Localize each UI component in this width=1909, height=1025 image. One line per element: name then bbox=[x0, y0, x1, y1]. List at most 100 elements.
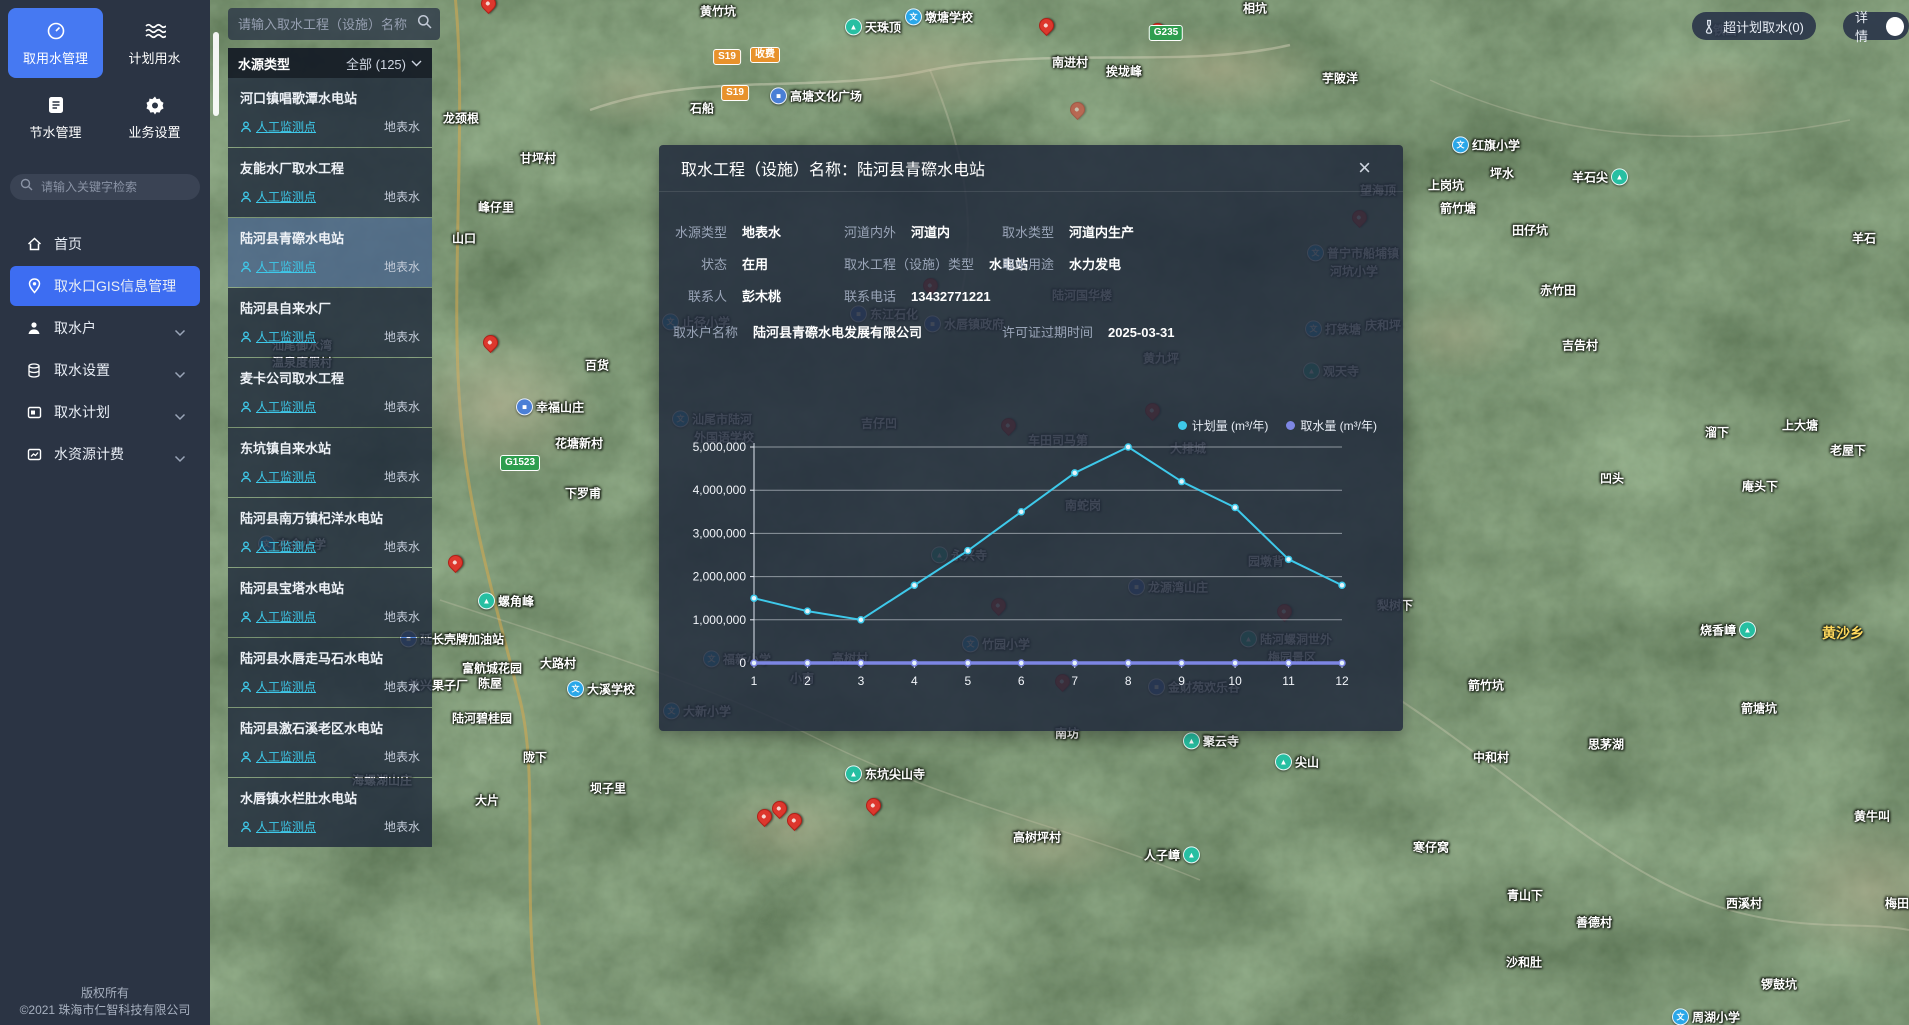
app-tile-water-saving[interactable]: 节水管理 bbox=[8, 82, 103, 152]
svg-text:3: 3 bbox=[858, 674, 865, 688]
map-label: 百货 bbox=[585, 358, 610, 373]
monitor-type-link[interactable]: 人工监测点 bbox=[240, 328, 316, 345]
map-label: 沙和肚 bbox=[1506, 955, 1543, 970]
station-name: 东坑镇自来水站 bbox=[240, 441, 332, 456]
monitor-type-link[interactable]: 人工监测点 bbox=[240, 748, 316, 765]
gauge-icon bbox=[46, 20, 66, 42]
station-list-item[interactable]: 陆河县宝塔水电站 人工监测点 地表水 bbox=[228, 568, 432, 637]
map-pin[interactable] bbox=[479, 331, 502, 354]
map-label: 坪水 bbox=[1490, 166, 1515, 181]
water-type: 地表水 bbox=[383, 330, 420, 344]
station-list-item[interactable]: 陆河县自来水厂 人工监测点 地表水 bbox=[228, 288, 432, 357]
station-list-item[interactable]: 水唇镇水栏肚水电站 人工监测点 地表水 bbox=[228, 778, 432, 847]
monitor-type-link[interactable]: 人工监测点 bbox=[240, 398, 316, 415]
sidebar-item-label: 取水计划 bbox=[54, 404, 110, 420]
map-label: ■ 高塘文化广场 bbox=[770, 87, 862, 106]
map-label: 人子嶂 ▲ bbox=[1144, 846, 1201, 865]
sidebar-item-gis[interactable]: 取水口GIS信息管理 bbox=[10, 266, 200, 306]
poi-icon: ▲ bbox=[1275, 753, 1292, 771]
water-type: 地表水 bbox=[383, 260, 420, 274]
poi-icon: 文 bbox=[1452, 136, 1469, 154]
monitor-type-link[interactable]: 人工监测点 bbox=[240, 468, 316, 485]
filter-dropdown[interactable]: 全部 (125) bbox=[346, 54, 422, 73]
station-list: 河口镇唱歌潭水电站 人工监测点 地表水 友能水厂取水工程 人工监测点 地表水 陆河县青磜水电… bbox=[228, 78, 432, 848]
legend-item[interactable]: 计划量 (m³/年) bbox=[1177, 417, 1268, 434]
road-line bbox=[453, 0, 541, 1025]
station-name: 陆河县自来水厂 bbox=[240, 301, 332, 316]
map-label: 中和村 bbox=[1473, 750, 1510, 765]
detail-toggle[interactable]: 详情 bbox=[1843, 10, 1909, 44]
app-switcher: 取用水管理 计划用水 节水管理 业务设置 bbox=[0, 0, 210, 160]
monitor-type-link[interactable]: 人工监测点 bbox=[240, 608, 316, 625]
poi-icon: ▲ bbox=[1183, 846, 1201, 864]
water-type: 地表水 bbox=[383, 470, 420, 484]
sidebar-item-water-users[interactable]: 取水户 bbox=[10, 308, 200, 348]
sidebar: 取用水管理 计划用水 节水管理 业务设置 bbox=[0, 0, 210, 1025]
map-label: 箭竹塘 bbox=[1440, 201, 1477, 216]
filter-value: 全部 (125) bbox=[346, 56, 406, 72]
chart-icon bbox=[26, 446, 42, 462]
station-name: 陆河县激石溪老区水电站 bbox=[240, 721, 384, 736]
app-tile-planned-water[interactable]: 计划用水 bbox=[107, 8, 202, 78]
over-plan-intake-button[interactable]: 超计划取水(0) bbox=[1692, 12, 1816, 40]
chevron-down-icon bbox=[174, 366, 186, 382]
sidebar-item-label: 取水口GIS信息管理 bbox=[54, 278, 177, 294]
station-search[interactable] bbox=[228, 8, 440, 40]
station-list-item[interactable]: 陆河县激石溪老区水电站 人工监测点 地表水 bbox=[228, 708, 432, 777]
monitor-type-link[interactable]: 人工监测点 bbox=[240, 678, 316, 695]
map-pin[interactable] bbox=[477, 0, 500, 15]
station-list-item[interactable]: 陆河县水唇走马石水电站 人工监测点 地表水 bbox=[228, 638, 432, 707]
map-pin[interactable] bbox=[444, 551, 467, 574]
station-list-item[interactable]: 陆河县青磜水电站 人工监测点 地表水 bbox=[228, 218, 432, 287]
map-label: 箭竹坑 bbox=[1468, 678, 1505, 693]
station-name: 陆河县青磜水电站 bbox=[240, 231, 345, 246]
map-label: 甘坪村 bbox=[520, 151, 557, 166]
monitor-type-link[interactable]: 人工监测点 bbox=[240, 118, 316, 135]
monitor-type-link[interactable]: 人工监测点 bbox=[240, 188, 316, 205]
sidebar-menu: 首页 取水口GIS信息管理 取水户 bbox=[0, 224, 210, 474]
map-label: 善德村 bbox=[1576, 915, 1613, 930]
water-type: 地表水 bbox=[383, 190, 420, 204]
map-label: 梅田村 bbox=[1885, 896, 1909, 911]
toggle-knob[interactable] bbox=[1885, 16, 1904, 36]
station-list-item[interactable]: 麦卡公司取水工程 人工监测点 地表水 bbox=[228, 358, 432, 427]
map-label: ▲ 尖山 bbox=[1275, 753, 1319, 772]
water-type: 地表水 bbox=[383, 610, 420, 624]
legend-item[interactable]: 取水量 (m³/年) bbox=[1286, 417, 1377, 434]
monitor-type-link[interactable]: 人工监测点 bbox=[240, 258, 316, 275]
map-label: 大路村 bbox=[540, 656, 577, 671]
app-tile-label: 计划用水 bbox=[128, 50, 181, 66]
app-tile-settings[interactable]: 业务设置 bbox=[107, 82, 202, 152]
close-icon[interactable]: × bbox=[1358, 155, 1371, 180]
station-search-input[interactable] bbox=[236, 15, 417, 33]
list-scrollbar[interactable] bbox=[213, 32, 219, 116]
sidebar-item-intake-settings[interactable]: 取水设置 bbox=[10, 350, 200, 390]
sidebar-item-home[interactable]: 首页 bbox=[10, 224, 200, 264]
sidebar-item-label: 取水设置 bbox=[54, 362, 110, 378]
map-pin[interactable] bbox=[862, 794, 885, 817]
detail-toggle-label: 详情 bbox=[1855, 10, 1869, 44]
monitor-type-link[interactable]: 人工监测点 bbox=[240, 538, 316, 555]
copyright-line2: ©2021 珠海市仁智科技有限公司 bbox=[19, 1003, 191, 1017]
monitor-type-link[interactable]: 人工监测点 bbox=[240, 818, 316, 835]
sidebar-search-input[interactable] bbox=[39, 179, 193, 195]
map-pin[interactable] bbox=[1035, 14, 1058, 37]
station-list-item[interactable]: 陆河县南万镇杞洋水电站 人工监测点 地表水 bbox=[228, 498, 432, 567]
app-tile-water-intake[interactable]: 取用水管理 bbox=[8, 8, 103, 78]
station-list-item[interactable]: 东坑镇自来水站 人工监测点 地表水 bbox=[228, 428, 432, 497]
map-label: 文大溪学校 bbox=[567, 680, 635, 699]
map-pin[interactable] bbox=[783, 809, 806, 832]
road-shield: 收费 bbox=[750, 47, 780, 63]
sidebar-item-water-billing[interactable]: 水资源计费 bbox=[10, 434, 200, 474]
sidebar-item-intake-plan[interactable]: 取水计划 bbox=[10, 392, 200, 432]
map-pin[interactable] bbox=[1066, 98, 1089, 121]
search-icon[interactable] bbox=[417, 14, 432, 34]
poi-icon: ▲ bbox=[1183, 732, 1200, 750]
map-label: 大片 bbox=[475, 793, 500, 808]
station-list-item[interactable]: 友能水厂取水工程 人工监测点 地表水 bbox=[228, 148, 432, 217]
sidebar-search[interactable] bbox=[10, 174, 200, 200]
map-label: 芋陂洋 bbox=[1322, 71, 1359, 86]
svg-text:3,000,000: 3,000,000 bbox=[693, 526, 747, 540]
station-list-item[interactable]: 河口镇唱歌潭水电站 人工监测点 地表水 bbox=[228, 78, 432, 147]
map-label: 西溪村 bbox=[1726, 896, 1763, 911]
